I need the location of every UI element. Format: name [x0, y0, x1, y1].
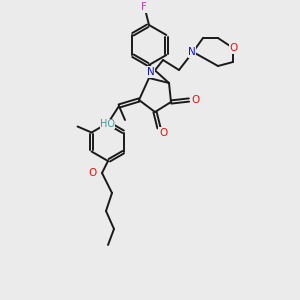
- Text: N: N: [147, 67, 155, 77]
- Text: F: F: [141, 2, 147, 12]
- Text: HO: HO: [100, 119, 115, 129]
- Text: N: N: [188, 47, 196, 57]
- Text: O: O: [230, 43, 238, 53]
- Text: O: O: [89, 168, 97, 178]
- Text: O: O: [191, 95, 199, 105]
- Text: O: O: [159, 128, 167, 138]
